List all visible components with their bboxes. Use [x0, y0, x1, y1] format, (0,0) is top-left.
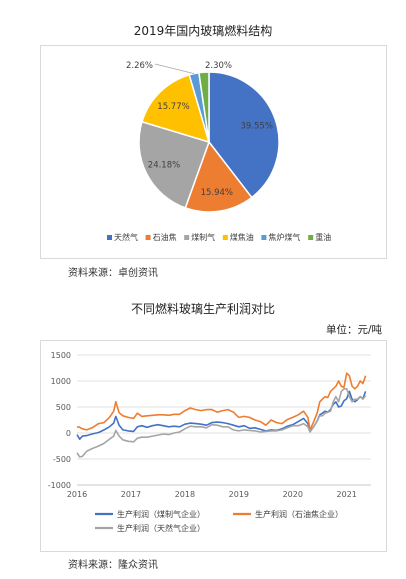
pie-slice-5 [198, 71, 210, 143]
pie-data-label: 2.26% [126, 61, 153, 71]
pie-data-label: 39.55% [240, 122, 272, 132]
legend-label: 焦炉煤气 [268, 232, 300, 242]
y-tick-label: 500 [56, 403, 71, 412]
pie-leader-line [154, 63, 195, 75]
line-chart-panel: -1000 -500 0 500 1000 1500 2016 2017 2018 2019 202… [40, 340, 387, 552]
x-tick-label: 2021 [337, 490, 357, 499]
x-tick-label: 2017 [121, 490, 141, 499]
legend-label: 生产利润（天然气企业） [117, 523, 205, 533]
line-chart: -1000 -500 0 500 1000 1500 2016 2017 2018 2019 202… [48, 351, 371, 533]
legend-swatch [145, 235, 151, 240]
pie-slice-1 [184, 140, 253, 213]
pie-data-label: 2.30% [205, 61, 232, 71]
pie-slice-0 [208, 71, 280, 199]
pie-data-label: 24.18% [148, 161, 180, 171]
legend-label: 生产利润（煤制气企业） [117, 509, 205, 519]
legend-label: 天然气 [114, 232, 138, 242]
pie-slice-3 [141, 73, 211, 144]
legend-label: 重油 [315, 232, 331, 242]
legend-label: 石油焦 [153, 232, 177, 242]
pie-data-label: 15.94% [201, 188, 233, 198]
pie-chart: 39.55% 15.94% 24.18% 15.77% 2.26% 2.30% 天然气 石油焦… [107, 61, 331, 242]
legend-label: 煤制气 [191, 232, 215, 242]
legend-label: 煤焦油 [230, 232, 254, 242]
pie-source-note: 资料来源：卓创资讯 [68, 268, 158, 279]
unit-label: 单位：元/吨 [326, 324, 383, 336]
x-tick-label: 2019 [229, 490, 249, 499]
y-tick-label: 1500 [51, 351, 71, 360]
legend-label: 生产利润（石油焦企业） [255, 509, 343, 519]
series-line-0 [76, 390, 367, 440]
pie-slice-2 [138, 120, 210, 209]
x-tick-label: 2016 [67, 490, 87, 499]
pie-chart-panel: 39.55% 15.94% 24.18% 15.77% 2.26% 2.30% 天然气 石油焦… [40, 45, 387, 259]
line-source-note: 资料来源：隆众资讯 [68, 560, 158, 571]
legend-swatch [308, 235, 314, 240]
legend-swatch [184, 235, 190, 240]
line-chart-title: 不同燃料玻璃生产利润对比 [130, 302, 275, 316]
pie-data-label: 15.77% [157, 102, 189, 112]
x-tick-label: 2018 [175, 490, 195, 499]
series-line-1 [76, 372, 367, 431]
series-line-2 [76, 387, 367, 458]
legend-swatch [222, 235, 228, 240]
legend-swatch [107, 235, 112, 240]
y-tick-label: 0 [66, 429, 71, 438]
legend-swatch [261, 235, 267, 240]
x-tick-label: 2020 [283, 490, 303, 499]
y-tick-label: -500 [53, 455, 71, 464]
pie-chart-title: 2019年国内玻璃燃料结构 [133, 24, 273, 38]
y-tick-label: 1000 [51, 377, 71, 386]
y-tick-label: -1000 [48, 481, 71, 490]
